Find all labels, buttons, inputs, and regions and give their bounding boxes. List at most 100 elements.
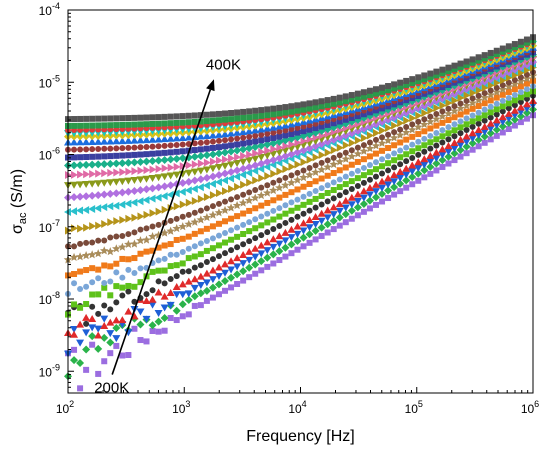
data-point	[324, 190, 331, 197]
data-point	[481, 55, 488, 62]
data-point	[336, 118, 343, 125]
annotation-400k: 400K	[206, 56, 241, 73]
data-point	[312, 125, 319, 132]
data-point	[94, 331, 103, 339]
data-point	[523, 86, 530, 93]
data-point	[365, 191, 374, 199]
data-point	[172, 224, 181, 233]
data-point	[167, 276, 174, 283]
data-point	[252, 187, 259, 194]
data-point	[142, 175, 151, 183]
data-series	[65, 34, 536, 123]
data-point	[100, 333, 109, 342]
data-point	[409, 76, 416, 83]
data-point	[407, 125, 417, 134]
data-point	[353, 127, 362, 136]
data-point	[240, 277, 247, 284]
data-point	[341, 154, 351, 163]
data-point	[191, 112, 198, 119]
data-point	[403, 123, 410, 130]
data-point	[330, 120, 337, 127]
data-point	[312, 99, 319, 106]
data-point	[215, 117, 222, 124]
data-point	[240, 114, 247, 121]
data-point	[457, 118, 464, 125]
data-point	[372, 136, 379, 143]
data-point	[71, 271, 78, 278]
data-point	[288, 131, 295, 138]
data-point	[83, 320, 90, 327]
data-point	[160, 314, 169, 323]
data-point	[421, 148, 428, 155]
data-point	[94, 160, 103, 169]
data-point	[77, 285, 84, 292]
data-point	[354, 113, 361, 120]
data-point	[348, 178, 355, 185]
data-point	[275, 240, 284, 248]
data-point	[439, 127, 446, 134]
data-point	[246, 207, 253, 214]
data-point	[239, 251, 248, 259]
data-point	[106, 202, 114, 211]
data-point	[155, 120, 162, 127]
data-point	[137, 250, 144, 257]
data-point	[234, 233, 241, 240]
data-point	[469, 105, 476, 112]
data-point	[83, 154, 90, 161]
data-point	[246, 178, 254, 187]
data-point	[149, 328, 156, 335]
data-point	[89, 122, 96, 129]
data-point	[396, 167, 405, 175]
data-point	[209, 144, 216, 151]
data-point	[270, 105, 277, 112]
data-point	[94, 191, 103, 200]
data-point	[499, 108, 506, 115]
data-point	[475, 109, 482, 116]
data-point	[160, 192, 168, 201]
data-point	[287, 150, 296, 159]
data-point	[240, 221, 247, 228]
y-tick-exponent: -6	[52, 146, 60, 156]
data-point	[347, 206, 356, 215]
data-point	[353, 190, 362, 198]
data-point	[125, 256, 132, 263]
data-point	[222, 229, 229, 236]
data-point	[347, 129, 356, 138]
data-point	[427, 132, 434, 139]
data-point	[137, 265, 144, 272]
data-point	[354, 90, 361, 97]
data-point	[439, 133, 446, 140]
data-point	[276, 143, 284, 152]
data-point	[457, 64, 464, 71]
data-point	[240, 140, 247, 147]
data-point	[185, 161, 193, 170]
data-point	[83, 146, 90, 153]
data-point	[427, 170, 434, 177]
data-point	[403, 97, 410, 104]
data-point	[179, 141, 186, 148]
data-point	[106, 338, 115, 347]
data-point	[409, 95, 416, 102]
data-point	[137, 279, 144, 286]
data-point	[173, 262, 180, 269]
data-point	[228, 215, 235, 222]
data-point	[517, 98, 524, 105]
data-point	[365, 184, 374, 192]
data-point	[71, 116, 78, 123]
data-point	[184, 169, 193, 177]
data-point	[203, 139, 210, 146]
data-point	[95, 122, 102, 129]
data-point	[222, 143, 229, 150]
data-point	[155, 244, 162, 251]
data-point	[106, 137, 115, 145]
data-point	[167, 241, 174, 248]
data-point	[196, 175, 205, 184]
data-point	[208, 165, 217, 173]
data-point	[486, 90, 496, 99]
data-point	[324, 157, 331, 164]
data-point	[493, 111, 500, 118]
data-point	[360, 111, 367, 118]
data-point	[263, 238, 272, 246]
data-point	[409, 121, 416, 128]
data-point	[522, 105, 531, 113]
